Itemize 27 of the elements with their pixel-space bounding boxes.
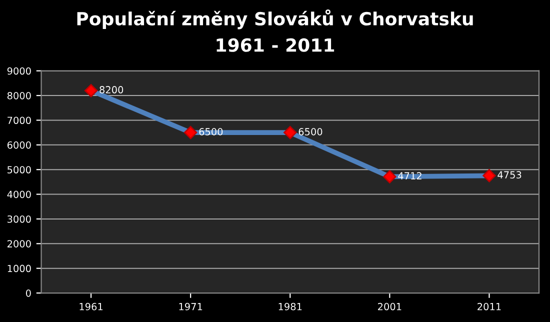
x-tick-label: 1971: [179, 302, 202, 310]
y-tick-label: 8000: [7, 92, 31, 100]
y-tick-label: 7000: [8, 116, 31, 124]
x-tick-label: 2011: [478, 302, 501, 310]
y-tick-label: 5000: [8, 166, 31, 174]
data-label: 8200: [100, 86, 124, 94]
x-tick-label: 1981: [278, 302, 302, 310]
y-tick-label: 0: [26, 290, 31, 297]
y-tick-label: 9000: [7, 67, 31, 75]
data-label: 4712: [398, 172, 422, 180]
point: [284, 126, 297, 140]
data-label: 6500: [298, 128, 322, 136]
data-label: 6500: [199, 128, 223, 136]
y-tick-label: 1000: [8, 264, 31, 272]
data-label: 4753: [498, 171, 522, 179]
point: [383, 170, 396, 184]
y-tick-label: 3000: [8, 215, 31, 223]
x-tick-label: 2001: [378, 302, 402, 310]
chart-title: Populační změny Slováků v Chorvatsku: [77, 9, 473, 30]
point: [84, 84, 98, 98]
point: [482, 169, 496, 182]
y-tick-label: 6000: [7, 141, 31, 149]
point: [184, 126, 198, 140]
chart-subtitle: 1961 - 2011: [216, 38, 334, 52]
y-tick-label: 2000: [7, 240, 31, 248]
y-tick-label: 4000: [7, 190, 31, 198]
x-tick-label: 1961: [80, 302, 102, 310]
